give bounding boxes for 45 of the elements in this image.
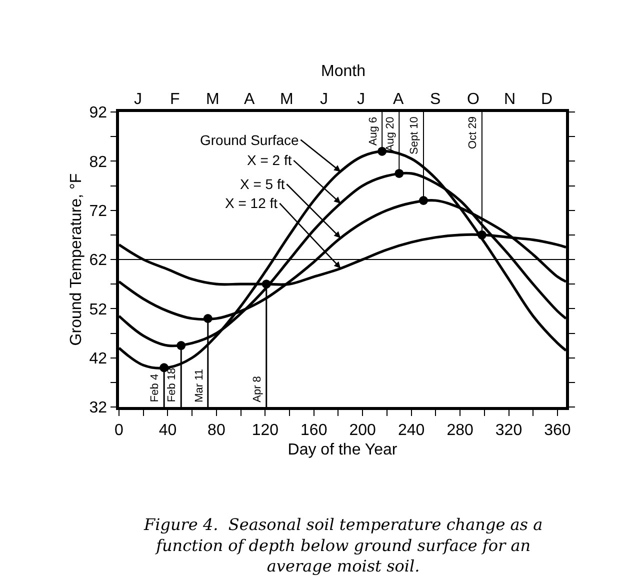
x-tick-label: 40 xyxy=(158,422,177,439)
annotation: Aug 6 xyxy=(368,116,380,146)
text: N xyxy=(504,91,516,108)
annotation: Apr 8 xyxy=(251,376,264,402)
x-tick-label: 280 xyxy=(446,422,474,439)
text: J xyxy=(134,91,142,108)
text: M xyxy=(206,91,220,108)
x-tick-label: 0 xyxy=(114,422,124,439)
annotation: Oct 29 xyxy=(466,116,479,149)
text: J xyxy=(320,91,328,108)
x-tick-label: 200 xyxy=(349,422,376,439)
y-axis-title: Ground Temperature, °F xyxy=(68,173,86,346)
caption: Figure 4. Seasonal soil temperature change as a function of depth below ground surface for an average moist soil. xyxy=(143,515,543,576)
y-tick-label: 62 xyxy=(89,252,108,270)
text: M xyxy=(280,91,294,108)
x-tick-label: 240 xyxy=(398,422,425,439)
text: F xyxy=(170,91,180,108)
y-tick-label: 32 xyxy=(89,400,108,417)
annotation: Sept 10 xyxy=(408,116,420,154)
y-tick-label: 42 xyxy=(89,350,108,368)
y-tick-label: 52 xyxy=(89,301,108,318)
annotation: Feb 18 xyxy=(166,368,178,402)
annotation: Aug 20 xyxy=(384,116,397,152)
text: Ground Surface xyxy=(200,132,300,148)
text: O xyxy=(467,91,480,108)
y-tick-label: 72 xyxy=(89,202,108,220)
y-tick-label: 92 xyxy=(89,104,108,122)
x-tick-label: 160 xyxy=(300,422,328,439)
text: D xyxy=(541,91,553,108)
y-tick-label: 82 xyxy=(89,154,108,171)
text: A xyxy=(393,91,404,108)
text: X = 5 ft xyxy=(240,176,285,192)
x-tick-label: 80 xyxy=(208,422,226,439)
x2-axis-title: Month xyxy=(321,63,366,80)
text: S xyxy=(430,91,441,108)
x-tick-label: 120 xyxy=(252,422,279,439)
x-axis-title: Day of the Year xyxy=(288,442,398,459)
text: X = 12 ft xyxy=(225,195,278,211)
annotation: Mar 11 xyxy=(193,368,206,402)
text: A xyxy=(244,91,255,108)
text: J xyxy=(357,91,365,108)
text: X = 2 ft xyxy=(247,152,292,168)
x-tick-label: 320 xyxy=(495,422,522,439)
x-tick-label: 360 xyxy=(544,422,571,439)
annotation: Feb 4 xyxy=(149,374,162,402)
